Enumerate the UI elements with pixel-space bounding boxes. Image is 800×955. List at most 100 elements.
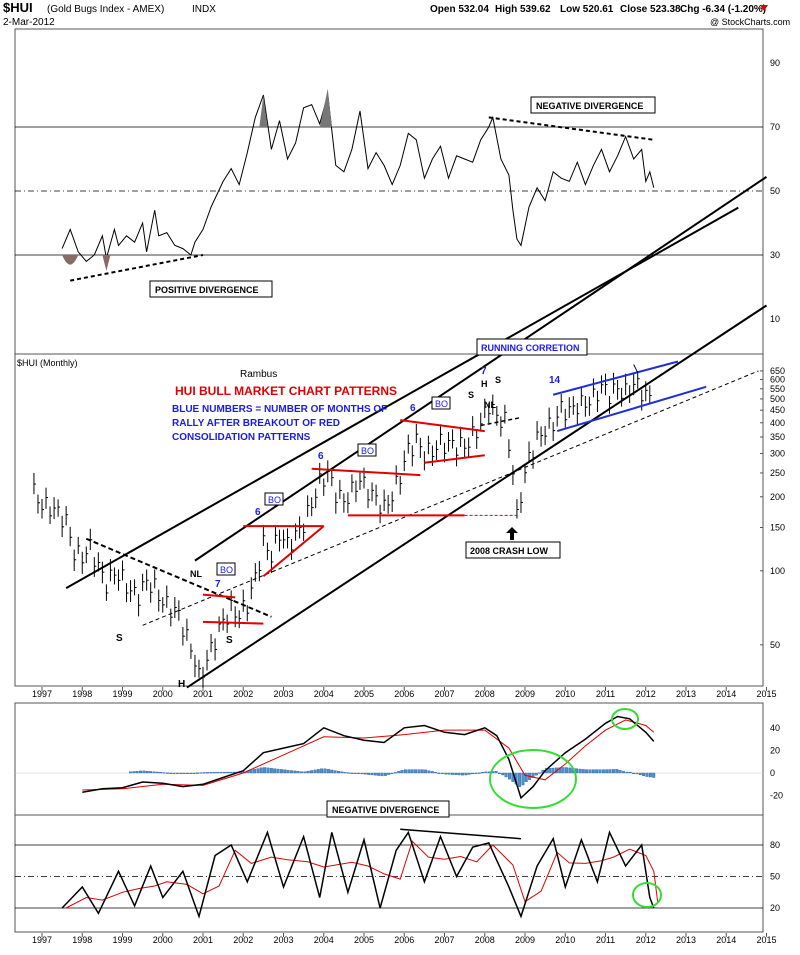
crash-low-arrow-icon xyxy=(506,527,518,540)
macd-histogram-bar xyxy=(135,771,139,774)
year-tick-label: 2009 xyxy=(515,935,535,945)
macd-histogram-bar xyxy=(501,772,505,776)
macd-histogram-bar xyxy=(625,771,629,774)
macd-histogram-bar xyxy=(581,769,585,774)
macd-histogram-bar xyxy=(414,769,418,774)
high-value: High 539.62 xyxy=(495,4,551,15)
running-correction-lower xyxy=(556,385,707,433)
bo-label-2001: BO xyxy=(220,565,233,575)
chart-date: 2-Mar-2012 xyxy=(3,17,55,28)
macd-histogram-bar xyxy=(293,770,297,774)
macd-histogram-bar xyxy=(155,771,159,774)
macd-histogram-bar xyxy=(407,769,411,774)
year-tick-label: 2013 xyxy=(676,689,696,699)
macd-histogram-bar xyxy=(159,772,163,774)
rsi-negative-divergence-label: NEGATIVE DIVERGENCE xyxy=(536,101,643,111)
macd-histogram-bar xyxy=(410,769,414,774)
year-tick-label: 2012 xyxy=(636,689,656,699)
macd-histogram-bar xyxy=(145,770,149,774)
macd-histogram-bar xyxy=(397,771,401,774)
macd-histogram-bar xyxy=(424,769,428,774)
shoulder-left-2007: S xyxy=(468,390,474,400)
red-pattern-line xyxy=(400,419,485,433)
shoulder-left-1998: S xyxy=(116,633,123,644)
macd-histogram-bar xyxy=(350,772,354,774)
macd-histogram-bar xyxy=(430,771,434,774)
macd-histogram-bar xyxy=(347,772,350,774)
count-6-2006: 6 xyxy=(410,403,416,414)
rsi-tick-label: 70 xyxy=(770,122,780,132)
macd-histogram-bar xyxy=(139,770,142,774)
macd-histogram-bar xyxy=(605,769,609,774)
year-tick-label: 2005 xyxy=(354,689,374,699)
year-tick-label: 1997 xyxy=(32,689,52,699)
macd-histogram-bar xyxy=(310,770,314,774)
macd-histogram-bar xyxy=(303,771,307,774)
sto-tick-label: 80 xyxy=(770,840,780,850)
macd-histogram-bar xyxy=(253,769,257,774)
year-tick-label: 2015 xyxy=(756,935,776,945)
price-tick-label: 300 xyxy=(770,448,785,458)
macd-histogram-bar xyxy=(440,772,444,774)
macd-histogram-bar xyxy=(340,771,344,774)
price-tick-label: 500 xyxy=(770,394,785,404)
macd-histogram-bar xyxy=(534,772,538,776)
macd-histogram-bar xyxy=(142,770,146,774)
chart-header: $HUI (Gold Bugs Index - AMEX) INDX 2-Mar… xyxy=(3,0,790,28)
year-tick-label: 2005 xyxy=(354,935,374,945)
macd-histogram-bar xyxy=(172,772,176,774)
macd-histogram-bar xyxy=(316,769,320,774)
price-tick-label: 450 xyxy=(770,405,785,415)
head-2008: H xyxy=(481,379,488,389)
macd-histogram-bar xyxy=(387,772,391,775)
price-tick-label: 250 xyxy=(770,468,785,478)
note-line-3: CONSOLIDATION PATTERNS xyxy=(172,432,311,443)
macd-tick-label: 40 xyxy=(770,723,780,733)
year-tick-label: 2006 xyxy=(394,689,414,699)
macd-histogram-bar xyxy=(521,772,525,786)
price-tick-label: 550 xyxy=(770,384,785,394)
rsi-tick-label: 30 xyxy=(770,250,780,260)
sto-negative-divergence-label: NEGATIVE DIVERGENCE xyxy=(332,805,439,815)
macd-histogram-bar xyxy=(615,769,619,774)
macd-histogram-bar xyxy=(256,768,260,774)
macd-histogram-bar xyxy=(642,772,646,776)
price-tick-label: 600 xyxy=(770,374,785,384)
macd-histogram-bar xyxy=(638,772,642,776)
rsi-overbought-fill xyxy=(319,88,332,127)
macd-histogram-bar xyxy=(645,772,649,777)
rsi-overbought-fill xyxy=(259,95,268,127)
price-tick-label: 150 xyxy=(770,522,785,532)
low-value: Low 520.61 xyxy=(560,4,614,15)
macd-histogram-bar xyxy=(548,768,552,774)
macd-histogram-bar xyxy=(192,772,196,774)
price-panel-title: $HUI (Monthly) xyxy=(17,358,78,368)
macd-histogram-bar xyxy=(222,771,226,774)
year-tick-label: 2011 xyxy=(596,935,615,945)
macd-histogram-bar xyxy=(283,769,287,774)
year-tick-label: 2012 xyxy=(636,935,656,945)
macd-histogram-bar xyxy=(333,770,337,774)
red-pattern-line xyxy=(202,620,264,625)
macd-histogram-bar xyxy=(461,772,464,776)
macd-histogram-bar xyxy=(380,772,384,777)
macd-histogram-bar xyxy=(206,772,210,774)
macd-histogram-bar xyxy=(357,772,360,774)
macd-histogram-bar xyxy=(538,772,542,774)
macd-histogram-bar xyxy=(259,767,263,774)
mid-channel-line xyxy=(142,370,759,626)
year-tick-label: 2006 xyxy=(394,935,414,945)
running-correction-upper xyxy=(552,360,679,396)
macd-histogram-bar xyxy=(447,772,451,775)
year-tick-label: 2008 xyxy=(475,935,495,945)
macd-histogram-bar xyxy=(635,772,639,775)
macd-histogram-bar xyxy=(464,772,468,776)
macd-histogram-bar xyxy=(249,769,253,774)
year-tick-label: 2002 xyxy=(233,935,253,945)
year-tick-label: 2000 xyxy=(153,689,173,699)
macd-histogram-bar xyxy=(212,772,216,774)
macd-histogram-bar xyxy=(330,769,334,774)
rsi-negative-divergence-line xyxy=(488,116,654,141)
macd-histogram-bar xyxy=(648,772,652,778)
price-tick-label: 400 xyxy=(770,418,785,428)
